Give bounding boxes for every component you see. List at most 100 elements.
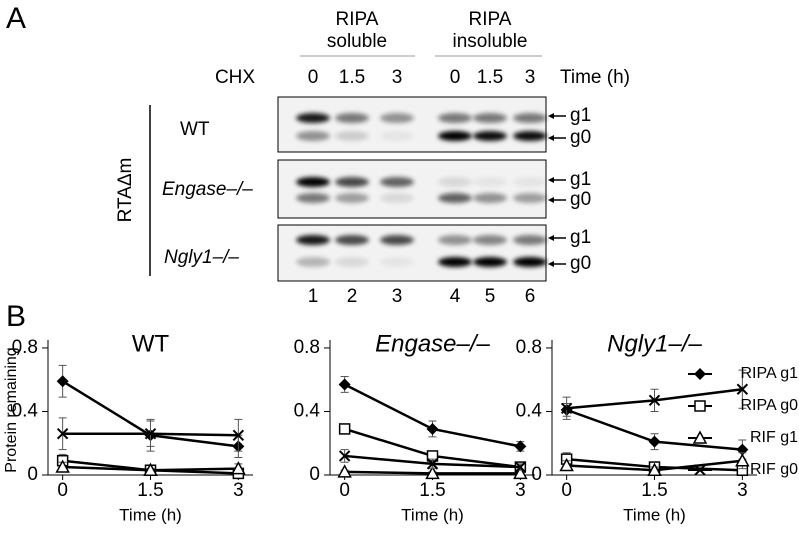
band — [335, 177, 369, 187]
marker — [735, 453, 750, 467]
marker — [338, 450, 351, 462]
band — [380, 113, 414, 123]
blot — [277, 224, 547, 282]
marker — [232, 429, 245, 442]
legend-label: RIPA g0 — [740, 397, 798, 414]
treatment: CHX — [215, 67, 255, 88]
band — [438, 235, 472, 245]
band-label: g1 — [570, 227, 591, 248]
legend-label: RIF g1 — [750, 429, 798, 446]
legend-marker — [694, 368, 706, 380]
blot — [277, 159, 547, 219]
marker — [56, 427, 69, 440]
band — [513, 193, 547, 203]
legend-label: RIF g0 — [750, 461, 798, 478]
band-label: g0 — [570, 253, 591, 274]
chart-title: Ngly1–/– — [607, 330, 702, 357]
time-label: Time (h) — [560, 67, 630, 88]
band — [473, 131, 507, 141]
band — [438, 257, 472, 267]
chart-title: Engase–/– — [375, 330, 490, 357]
marker — [513, 465, 528, 480]
band — [473, 235, 507, 245]
lane-number: 3 — [392, 286, 403, 307]
marker — [143, 462, 158, 476]
band — [296, 113, 330, 123]
panel-label: B — [6, 300, 26, 333]
band — [380, 131, 414, 141]
x-axis-label: Time (h) — [401, 505, 464, 524]
lane-number: 4 — [450, 286, 461, 307]
marker — [426, 458, 439, 470]
band — [438, 113, 472, 123]
band — [438, 193, 472, 203]
x-tick-label: 1.5 — [641, 480, 667, 501]
band — [473, 193, 507, 203]
x-tick-label: 0 — [561, 480, 572, 501]
time-label: 1.5 — [339, 67, 365, 88]
marker — [648, 394, 661, 407]
band — [473, 113, 507, 123]
marker — [514, 461, 527, 473]
band — [513, 177, 547, 187]
x-tick-label: 3 — [737, 480, 748, 501]
y-tick-label: 0.8 — [516, 337, 542, 358]
y-tick-label: 0 — [309, 464, 320, 485]
band — [513, 113, 547, 123]
band-label: g0 — [570, 127, 591, 148]
legend-label: RIPA g1 — [740, 365, 798, 382]
panel-b: B Protein remaining — [3, 300, 26, 473]
legend-marker — [692, 430, 708, 444]
band — [513, 131, 547, 141]
marker — [56, 375, 69, 388]
time-label: 0 — [308, 67, 319, 88]
marker — [736, 383, 749, 395]
y-tick-label: 0 — [531, 464, 542, 485]
panel-label: A — [6, 2, 26, 35]
marker — [647, 462, 662, 476]
band — [438, 131, 472, 141]
band — [335, 113, 369, 123]
time-label: 3 — [392, 67, 403, 88]
time-label: 1.5 — [477, 67, 503, 88]
lane-number: 1 — [308, 286, 319, 307]
y-tick-label: 0 — [27, 464, 38, 485]
band — [380, 235, 414, 245]
x-tick-label: 3 — [515, 480, 526, 501]
band — [513, 257, 547, 267]
band-label: g1 — [570, 169, 591, 190]
arrow-head — [548, 235, 554, 241]
band — [380, 193, 414, 203]
blot — [277, 96, 547, 153]
group-name: RIPA — [469, 9, 512, 30]
row-label: WT — [180, 119, 210, 140]
x-axis-label: Time (h) — [119, 505, 182, 524]
x-tick-label: 1.5 — [137, 480, 163, 501]
band — [296, 131, 330, 141]
band — [380, 177, 414, 187]
arrow-head — [548, 135, 554, 141]
lane-number: 2 — [347, 286, 358, 307]
marker — [648, 435, 661, 448]
lane-number: 6 — [525, 286, 536, 307]
y-tick-label: 0.8 — [294, 337, 320, 358]
band — [473, 177, 507, 187]
panel-a: A RIPA soluble RIPA insoluble CHX Time (… — [6, 2, 630, 276]
y-tick-label: 0.4 — [12, 400, 39, 421]
band — [438, 177, 472, 187]
arrow-head — [548, 261, 554, 267]
legend-marker — [694, 464, 706, 476]
marker — [425, 465, 440, 480]
legend-marker — [694, 400, 706, 412]
band — [296, 177, 330, 187]
chart-title: WT — [132, 330, 170, 357]
group-sub: insoluble — [453, 31, 528, 52]
marker — [560, 402, 573, 415]
band — [335, 131, 369, 141]
group-sub: soluble — [327, 31, 387, 52]
row-label: Engase–/– — [162, 179, 253, 200]
band — [296, 235, 330, 245]
band-label: g1 — [570, 105, 591, 126]
marker — [144, 427, 157, 440]
